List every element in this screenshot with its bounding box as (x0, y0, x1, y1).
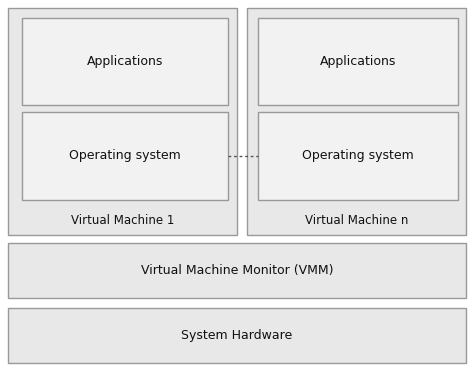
Text: Applications: Applications (87, 55, 163, 68)
Bar (22, 112, 228, 200)
Text: Virtual Machine Monitor (VMM): Virtual Machine Monitor (VMM) (141, 264, 333, 277)
Bar (8, 8, 237, 235)
Text: Virtual Machine 1: Virtual Machine 1 (71, 214, 174, 227)
Bar (22, 18, 228, 105)
Bar (258, 112, 458, 200)
Text: Virtual Machine n: Virtual Machine n (305, 214, 408, 227)
Text: Operating system: Operating system (69, 150, 181, 163)
Bar (8, 308, 466, 363)
Text: Operating system: Operating system (302, 150, 414, 163)
Bar (8, 243, 466, 298)
Bar (258, 18, 458, 105)
Text: System Hardware: System Hardware (182, 329, 292, 342)
Bar (247, 8, 466, 235)
Text: Applications: Applications (320, 55, 396, 68)
